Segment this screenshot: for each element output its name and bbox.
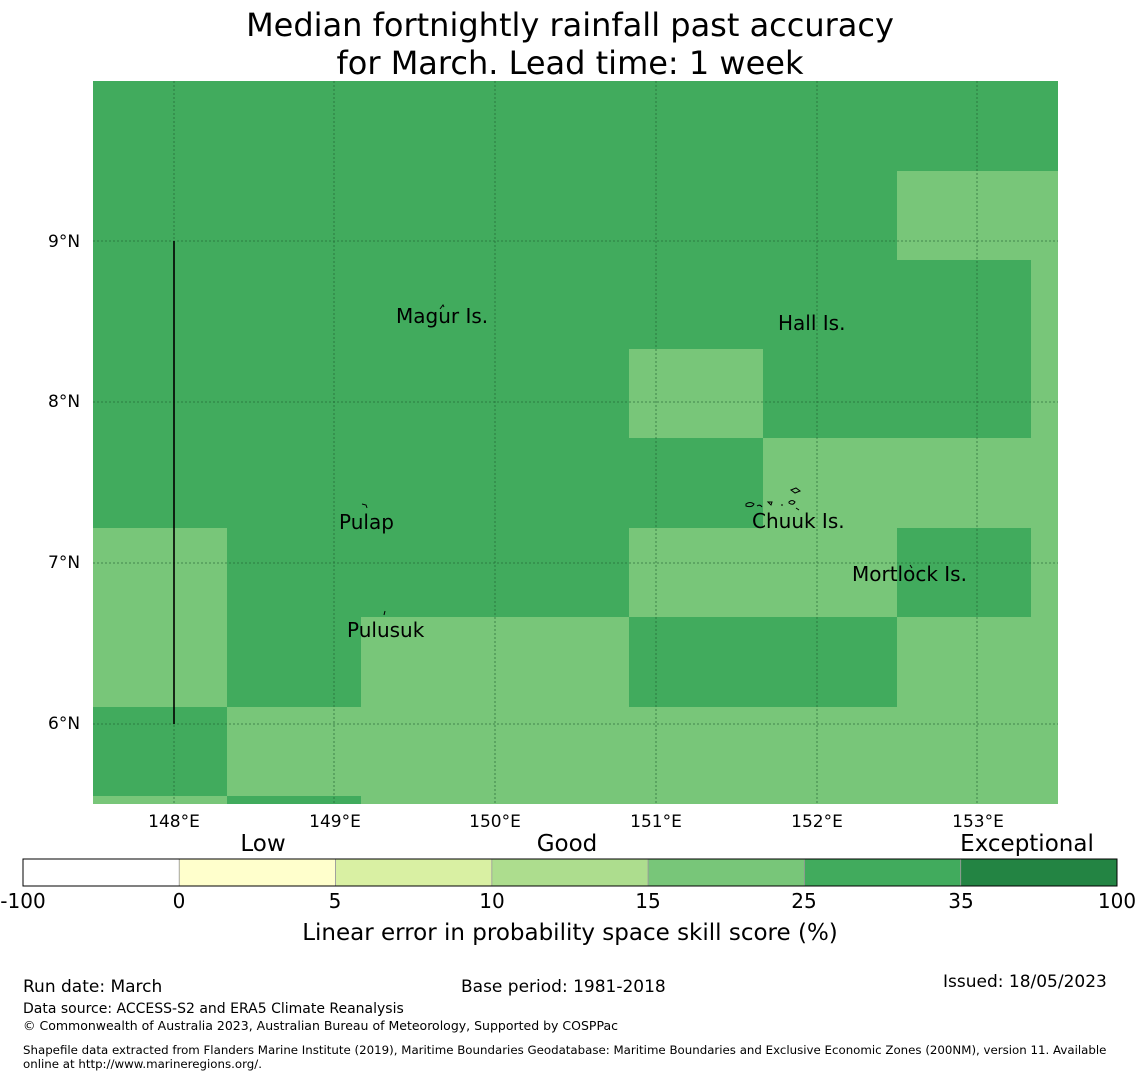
colorbar-frame	[22, 858, 1118, 887]
place-label-chuuk: Chuuk Is.	[752, 509, 845, 533]
colorbar-label: Linear error in probability space skill …	[302, 920, 838, 946]
lon-label-148e: 148°E	[148, 812, 200, 832]
lat-label-7n: 7°N	[48, 553, 81, 573]
data-source: Data source: ACCESS-S2 and ERA5 Climate …	[23, 1001, 404, 1017]
lon-label-152e: 152°E	[791, 812, 843, 832]
lat-label-9n: 9°N	[48, 232, 81, 252]
skill-cell	[629, 349, 763, 438]
run-date: Run date: March	[23, 977, 163, 997]
issued-date: Issued: 18/05/2023	[943, 972, 1107, 992]
skill-cell	[897, 171, 1058, 260]
lon-label-151e: 151°E	[630, 812, 682, 832]
base-period: Base period: 1981-2018	[461, 977, 666, 997]
colorbar-segment	[178, 858, 336, 887]
colorbar-segment	[647, 858, 805, 887]
lat-label-8n: 8°N	[48, 392, 81, 412]
shapefile-credit-line-2: online at http://www.marineregions.org/.	[23, 1057, 262, 1071]
colorbar-segment	[22, 858, 180, 887]
lon-label-153e: 153°E	[952, 812, 1004, 832]
colorbar-tick: 100	[1097, 889, 1137, 913]
skill-cell	[361, 796, 1058, 804]
skill-cell	[227, 707, 1058, 796]
map-title-line-1: Median fortnightly rainfall past accurac…	[246, 6, 894, 44]
colorbar-tick: 5	[328, 889, 342, 913]
copyright: © Commonwealth of Australia 2023, Austra…	[23, 1018, 618, 1033]
skill-cell	[629, 528, 897, 617]
legend-category-low: Low	[240, 831, 286, 857]
skill-cell	[897, 617, 1058, 707]
map-title-line-2: for March. Lead time: 1 week	[336, 44, 804, 82]
colorbar-segment	[335, 858, 493, 887]
skill-cell	[93, 528, 227, 707]
place-label-magur: Magur Is.	[396, 304, 489, 328]
colorbar-tick: 10	[479, 889, 505, 913]
skill-cell	[93, 796, 227, 804]
place-label-pulusuk: Pulusuk	[347, 618, 425, 642]
skill-cell	[1031, 528, 1058, 617]
island-outlines	[361, 304, 913, 616]
lighter-skill-cells	[93, 171, 1058, 804]
colorbar-segment	[804, 858, 962, 887]
colorbar-tick: -100	[0, 889, 46, 913]
place-label-mortlock: Mortlock Is.	[852, 562, 967, 586]
colorbar-segment	[960, 858, 1118, 887]
lon-label-150e: 150°E	[469, 812, 521, 832]
skill-map	[93, 81, 1058, 804]
colorbar-tick: 0	[172, 889, 186, 913]
place-label-pulap: Pulap	[339, 510, 394, 534]
colorbar-tick: 35	[948, 889, 974, 913]
colorbar	[22, 858, 1118, 887]
colorbar-segment	[491, 858, 649, 887]
place-label-hall: Hall Is.	[778, 311, 846, 335]
legend-category-good: Good	[536, 831, 598, 857]
lon-label-149e: 149°E	[309, 812, 361, 832]
shapefile-credit-line-1: Shapefile data extracted from Flanders M…	[23, 1043, 1107, 1057]
skill-cell	[763, 438, 1031, 528]
lat-label-6n: 6°N	[48, 714, 81, 734]
colorbar-tick: 15	[635, 889, 661, 913]
skill-cell	[1031, 260, 1058, 528]
colorbar-tick: 25	[791, 889, 817, 913]
legend-category-exceptional: Exceptional	[960, 831, 1094, 857]
